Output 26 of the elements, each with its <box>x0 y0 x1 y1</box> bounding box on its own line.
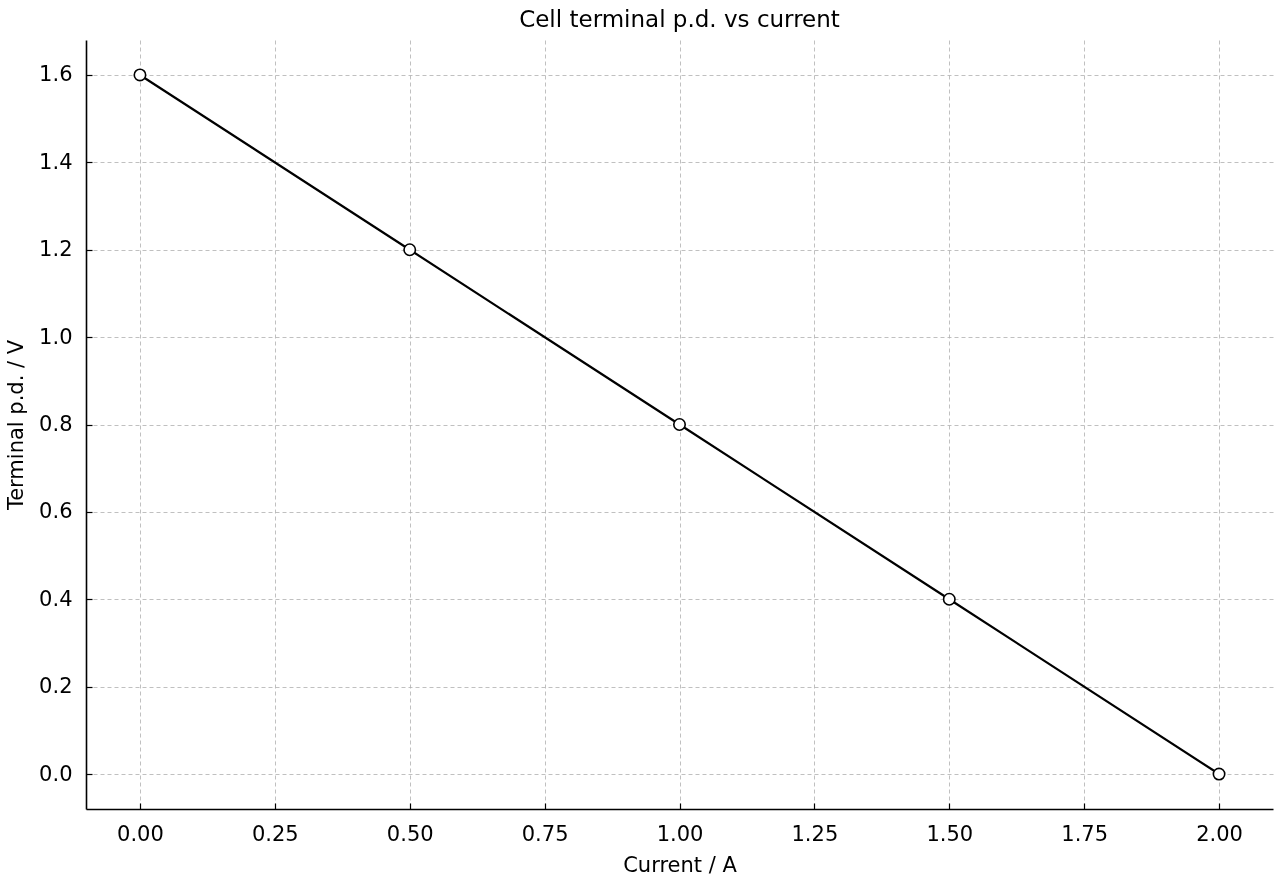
y-axis-title: Terminal p.d. / V <box>4 339 29 512</box>
chart-title: Cell terminal p.d. vs current <box>519 6 840 32</box>
y-tick-label: 1.0 <box>39 324 73 349</box>
x-tick-label: 1.25 <box>791 821 839 846</box>
point <box>403 243 417 257</box>
y-tick-label: 0.0 <box>39 761 73 786</box>
y-tick-label: 0.4 <box>39 586 73 611</box>
y-tick-label: 0.8 <box>39 412 73 436</box>
y-tick-label: 0.6 <box>39 499 73 524</box>
x-tick-label: 1.75 <box>1061 821 1109 846</box>
point <box>133 68 147 82</box>
x-tick-label: 1.50 <box>926 821 974 846</box>
y-tick-label: 1.2 <box>39 237 73 262</box>
x-axis-title: Current / A <box>623 852 738 877</box>
y-tick-label: 0.2 <box>39 674 73 699</box>
x-tick-label: 0.50 <box>386 821 434 846</box>
point <box>942 592 956 606</box>
x-tick-label: 0.00 <box>117 821 164 846</box>
y-tick-label: 1.4 <box>39 149 73 174</box>
point <box>673 418 686 431</box>
y-tick-label: 1.6 <box>39 62 73 87</box>
x-tick-label: 1.00 <box>656 821 704 846</box>
x-tick-label: 0.75 <box>521 821 569 846</box>
x-tick-label: 0.25 <box>251 821 299 846</box>
point <box>1212 767 1226 781</box>
x-tick-label: 2.00 <box>1196 821 1243 846</box>
